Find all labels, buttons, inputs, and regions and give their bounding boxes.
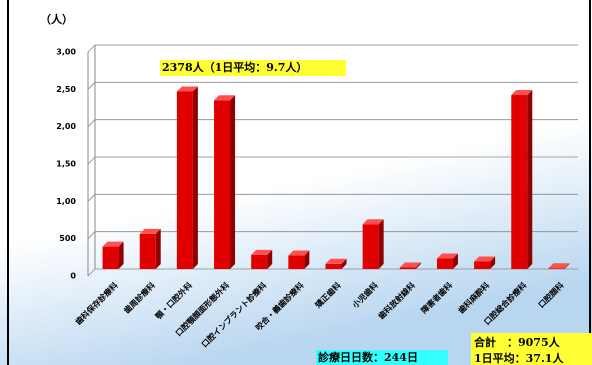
bar bbox=[325, 263, 342, 269]
annotation: 2378人（1日平均：9.7人） bbox=[162, 60, 307, 74]
bar-top bbox=[288, 250, 310, 256]
bar-side bbox=[267, 249, 273, 269]
bar-top bbox=[362, 219, 384, 225]
bar-top bbox=[102, 241, 124, 247]
y-tick-label: 1,00 bbox=[56, 197, 76, 206]
grid-line-side bbox=[87, 231, 96, 239]
bar bbox=[251, 254, 268, 269]
grid-line-side bbox=[87, 156, 96, 165]
grid-line-side bbox=[87, 44, 96, 53]
grid-line-side bbox=[87, 194, 96, 202]
bar-side bbox=[155, 228, 161, 269]
bar-top bbox=[548, 263, 570, 269]
y-tick-label: 2,00 bbox=[56, 122, 76, 131]
y-tick-label: 3,00 bbox=[56, 48, 76, 57]
y-tick-label: 500 bbox=[59, 234, 76, 243]
bar-side bbox=[341, 258, 347, 269]
bar-top bbox=[399, 262, 421, 268]
annotation-box bbox=[471, 333, 592, 365]
y-tick-label: 2,50 bbox=[56, 85, 76, 94]
bar-side bbox=[378, 219, 384, 269]
y-tick-label: 0 bbox=[70, 272, 76, 281]
bar bbox=[102, 246, 119, 269]
y-unit-label: （人） bbox=[40, 12, 73, 26]
bar bbox=[176, 91, 193, 270]
bar-side bbox=[230, 95, 236, 270]
bar-side bbox=[452, 253, 458, 269]
bar-side bbox=[527, 90, 533, 269]
bar bbox=[139, 233, 156, 269]
bar bbox=[474, 261, 491, 269]
bar-top bbox=[214, 95, 236, 101]
bar bbox=[362, 224, 379, 269]
bar-side bbox=[564, 263, 570, 269]
bar-side bbox=[192, 86, 198, 270]
y-tick-label: 1,50 bbox=[56, 160, 76, 169]
annotation-box bbox=[160, 60, 346, 76]
grid-line-side bbox=[87, 82, 96, 90]
bar-side bbox=[490, 256, 496, 269]
bar bbox=[511, 95, 528, 269]
bar bbox=[288, 255, 305, 269]
bar-side bbox=[118, 241, 124, 269]
bar bbox=[548, 268, 565, 269]
bar bbox=[214, 100, 231, 270]
grid-line-side bbox=[87, 119, 96, 127]
bar-side bbox=[304, 250, 310, 269]
annotation-box bbox=[316, 350, 448, 365]
grid-line-side bbox=[87, 268, 96, 277]
bar-top bbox=[139, 228, 161, 234]
bar bbox=[436, 258, 453, 269]
bar-side bbox=[415, 262, 421, 269]
bar-top bbox=[176, 86, 198, 92]
bar-top bbox=[251, 249, 273, 255]
bar-top bbox=[474, 256, 496, 262]
annotation: 診療日日数：244日 bbox=[318, 350, 418, 364]
bar-top bbox=[325, 258, 347, 264]
bar-top bbox=[436, 253, 458, 259]
bar-top bbox=[511, 90, 533, 96]
bar bbox=[399, 267, 416, 269]
annotation: 合計 ：9075人 bbox=[474, 335, 561, 349]
annotation: 1日平均：37.1人 bbox=[474, 351, 564, 365]
